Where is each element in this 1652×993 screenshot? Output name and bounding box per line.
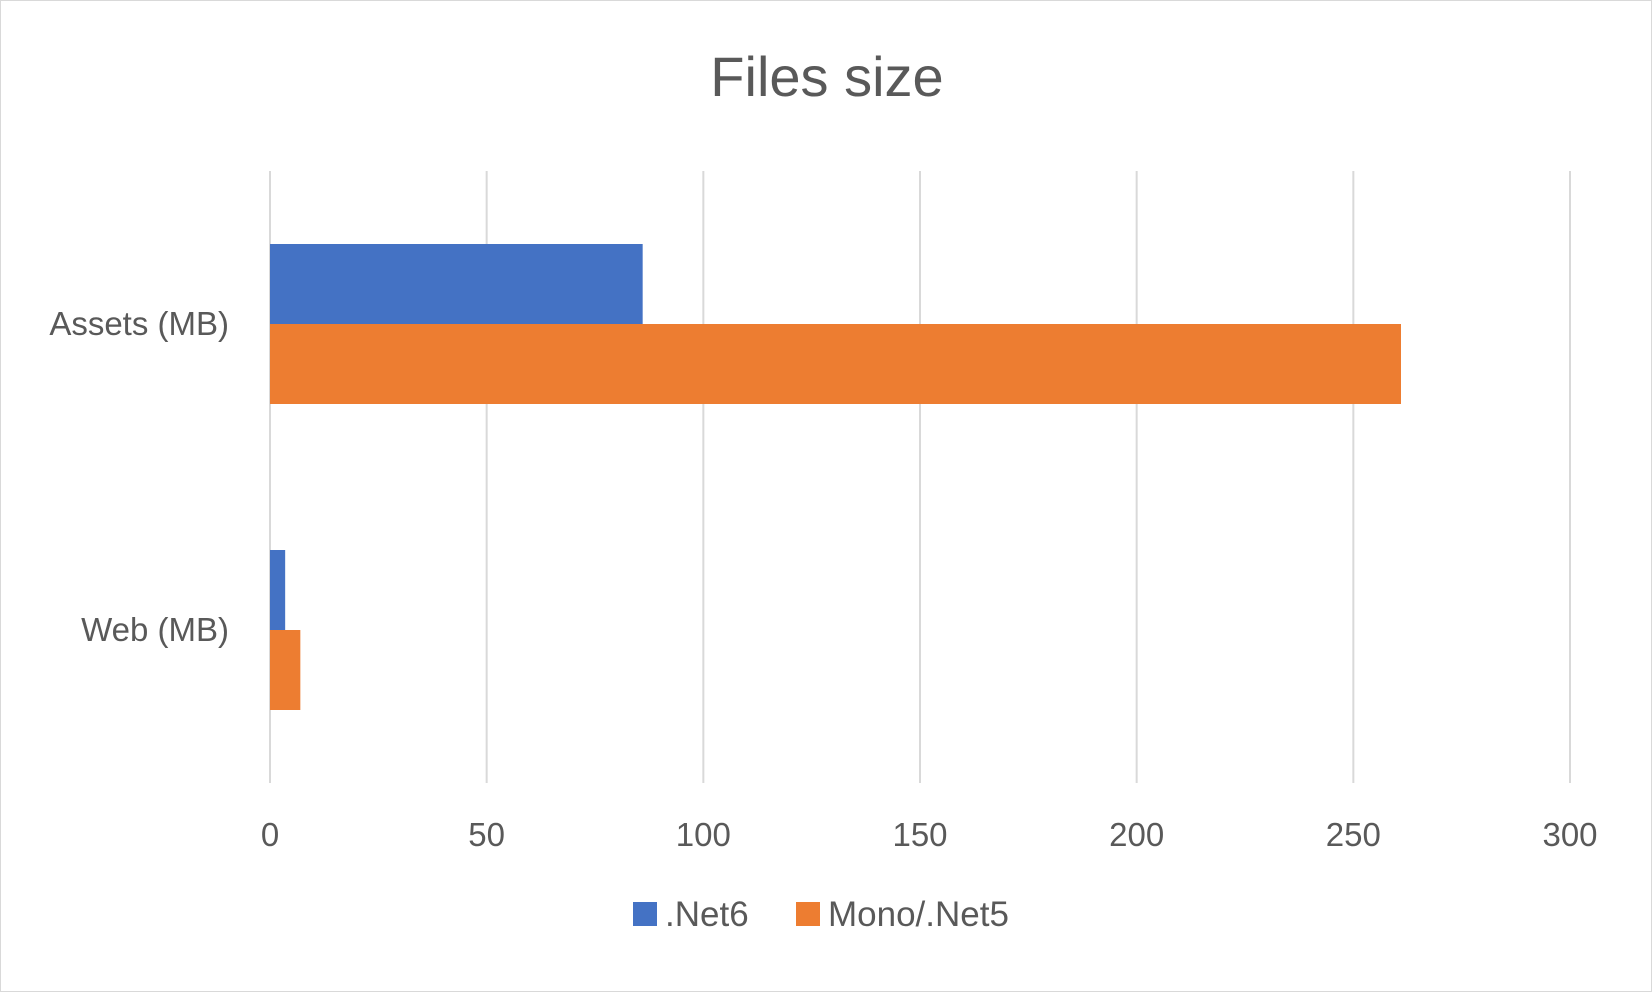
legend: .Net6 Mono/.Net5 [633,895,1009,934]
x-tick-labels: 0 50 100 150 200 250 300 [261,816,1598,853]
category-labels: Assets (MB) Web (MB) [49,305,229,648]
x-tick-label: 200 [1109,816,1164,853]
legend-label: Mono/.Net5 [828,895,1009,934]
legend-label: .Net6 [665,895,749,934]
category-label: Assets (MB) [49,305,229,342]
x-tick-label: 0 [261,816,279,853]
bar-mono-net5-assets-mb- [270,324,1401,404]
legend-swatch [633,902,657,926]
bar--net6-web-mb- [270,550,286,630]
x-tick-label: 100 [676,816,731,853]
x-tick-label: 250 [1326,816,1381,853]
legend-swatch [796,902,820,926]
x-tick-label: 300 [1542,816,1597,853]
chart-title: Files size [710,45,943,108]
bar-mono-net5-web-mb- [270,630,301,710]
category-label: Web (MB) [81,611,229,648]
bar--net6-assets-mb- [270,244,643,324]
bars [270,244,1401,710]
x-tick-label: 50 [468,816,505,853]
x-tick-label: 150 [892,816,947,853]
